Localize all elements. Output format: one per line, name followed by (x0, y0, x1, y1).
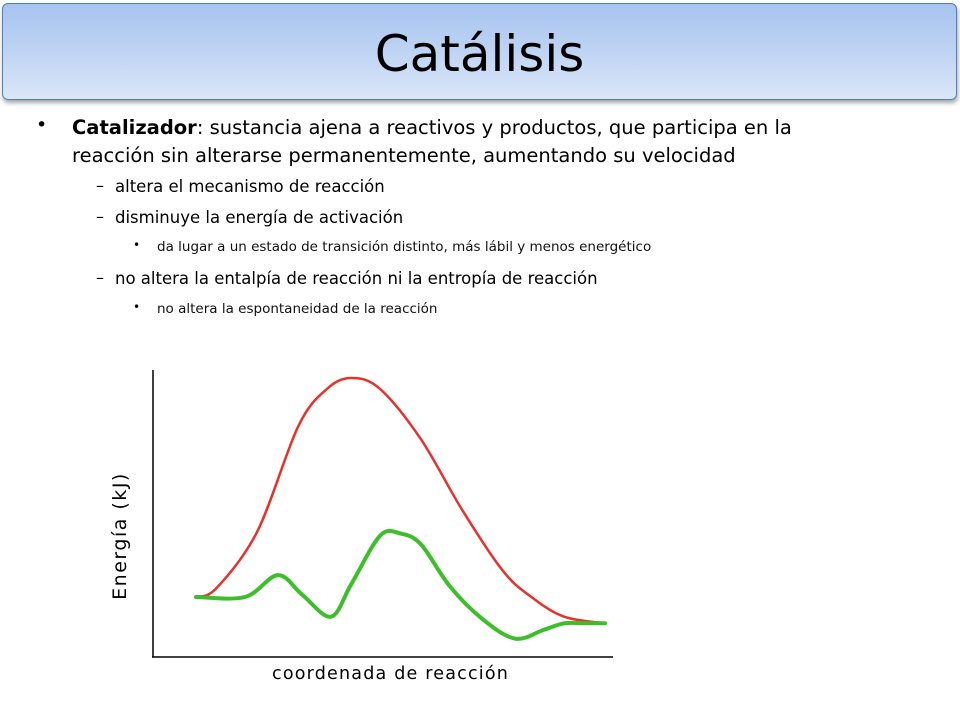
bullet-catalizador: Catalizador: sustancia ajena a reactivos… (72, 114, 892, 170)
detail-espontaneidad: no altera la espontaneidad de la reacció… (157, 301, 438, 317)
dash-marker: – (96, 176, 104, 195)
sub-bullet-entalpia: no altera la entalpía de reacción ni la … (115, 269, 598, 288)
dash-marker: – (96, 207, 104, 226)
y-axis-label: Energía (kJ) (109, 472, 131, 600)
slide-title: Catálisis (374, 25, 585, 83)
detail-estado-transicion: da lugar a un estado de transición disti… (157, 239, 652, 255)
definition-line1: : sustancia ajena a reactivos y producto… (196, 116, 792, 139)
bullet-marker: • (36, 114, 48, 136)
dash-marker: – (96, 268, 104, 287)
sub-bullet-mecanismo: altera el mecanismo de reacción (115, 177, 385, 196)
title-bar: Catálisis (2, 3, 957, 100)
bullet-marker: • (133, 238, 141, 252)
uncatalyzed-curve (194, 376, 607, 625)
x-axis-label: coordenada de reacción (272, 664, 510, 684)
series-layer (194, 376, 607, 641)
sub-bullet-activacion: disminuye la energía de activación (115, 208, 404, 227)
term-catalizador: Catalizador (72, 116, 197, 139)
definition-line2: reacción sin alterarse permanentemente, … (72, 144, 736, 167)
catalyzed-curve (194, 528, 607, 641)
bullet-marker: • (133, 300, 141, 314)
